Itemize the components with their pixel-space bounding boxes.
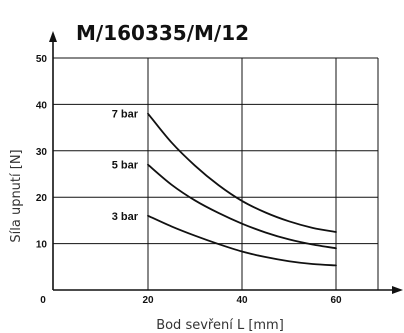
y-tick-label-50: 50	[36, 54, 48, 65]
series-label-5-bar: 5 bar	[112, 160, 139, 172]
tick-labels: 10 20 30 40 50 0 20 40 60	[36, 54, 342, 306]
x-tick-label-60: 60	[330, 295, 342, 306]
series-line-7-bar	[147, 112, 337, 233]
series-line-5-bar	[147, 163, 337, 250]
series-line-3-bar	[147, 214, 337, 267]
y-tick-label-30: 30	[36, 147, 48, 158]
x-axis-label: Bod sevření L [mm]	[156, 318, 284, 333]
x-tick-label-40: 40	[236, 295, 248, 306]
grid	[53, 57, 379, 290]
y-tick-label-40: 40	[36, 100, 48, 111]
axes	[49, 31, 403, 294]
y-axis-label: Síla upnutí [N]	[9, 149, 24, 242]
chart-title: M/160335/M/12	[76, 21, 249, 45]
x-axis-arrow	[392, 286, 403, 294]
series: 7 bar 5 bar 3 bar	[112, 109, 337, 267]
y-tick-label-20: 20	[36, 193, 48, 204]
x-tick-label-0: 0	[40, 295, 46, 306]
series-label-7-bar: 7 bar	[112, 109, 139, 121]
x-tick-label-20: 20	[142, 295, 154, 306]
series-label-3-bar: 3 bar	[112, 211, 139, 223]
y-axis-arrow	[49, 31, 57, 42]
y-tick-label-10: 10	[36, 240, 48, 251]
